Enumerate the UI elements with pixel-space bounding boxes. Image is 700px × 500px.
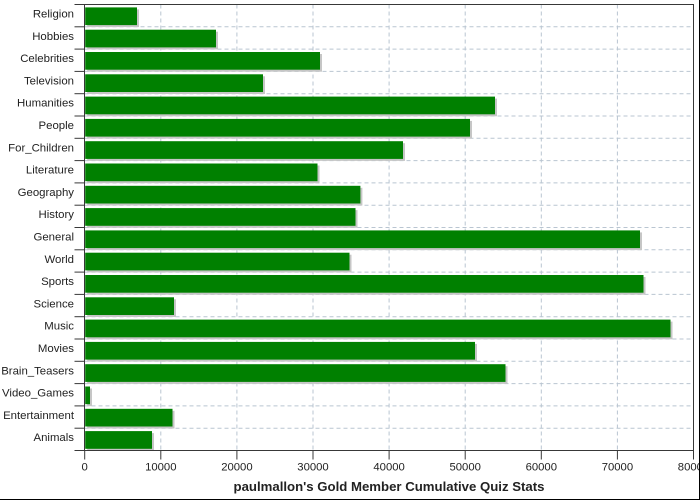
svg-text:40000: 40000 [373,462,404,474]
svg-text:60000: 60000 [526,462,557,474]
svg-text:Television: Television [24,75,74,87]
svg-text:Entertainment: Entertainment [3,410,75,422]
svg-text:Humanities: Humanities [17,98,74,110]
svg-text:50000: 50000 [449,462,480,474]
svg-text:History: History [39,209,75,221]
svg-text:General: General [33,231,74,243]
svg-text:10000: 10000 [145,462,176,474]
svg-text:Sports: Sports [41,276,74,288]
svg-text:20000: 20000 [221,462,252,474]
svg-text:Religion: Religion [33,8,74,20]
svg-text:People: People [39,120,74,132]
svg-text:Literature: Literature [26,165,74,177]
svg-text:Movies: Movies [38,343,74,355]
svg-text:World: World [44,254,74,266]
svg-text:Video_Games: Video_Games [2,388,74,400]
svg-text:Brain_Teasers: Brain_Teasers [1,365,74,377]
svg-text:Animals: Animals [33,432,74,444]
svg-text:paulmallon's Gold Member Cumul: paulmallon's Gold Member Cumulative Quiz… [234,479,545,494]
svg-text:Hobbies: Hobbies [32,31,74,43]
svg-text:80000: 80000 [678,462,700,474]
svg-text:70000: 70000 [602,462,633,474]
svg-text:0: 0 [82,462,88,474]
svg-text:Science: Science [33,298,74,310]
svg-text:30000: 30000 [297,462,328,474]
svg-text:Music: Music [44,321,74,333]
svg-text:Geography: Geography [18,187,75,199]
svg-text:Celebrities: Celebrities [20,53,74,65]
svg-text:For_Children: For_Children [8,142,74,154]
